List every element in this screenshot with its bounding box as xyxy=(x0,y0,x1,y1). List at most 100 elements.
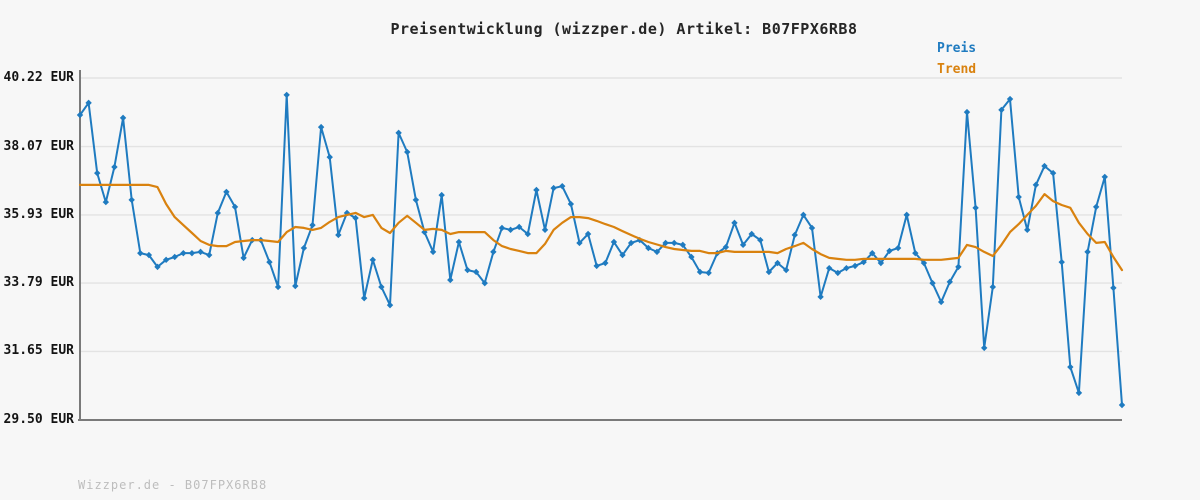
y-tick-label: 35.93 EUR xyxy=(3,207,74,222)
price-point-marker xyxy=(817,293,824,301)
price-point-marker xyxy=(688,253,695,261)
price-point-marker xyxy=(326,153,333,161)
price-point-marker xyxy=(300,244,308,252)
price-point-marker xyxy=(283,91,290,99)
price-point-marker xyxy=(1032,181,1040,189)
price-point-marker xyxy=(1058,258,1065,266)
price-point-marker xyxy=(576,239,583,247)
price-point-marker xyxy=(584,230,592,238)
legend-item-trend: Trend xyxy=(937,62,977,77)
price-point-marker xyxy=(145,251,153,259)
price-point-marker xyxy=(834,269,842,277)
price-point-marker xyxy=(369,256,376,264)
price-point-marker xyxy=(214,209,221,217)
price-point-marker xyxy=(1024,226,1031,234)
price-point-marker xyxy=(593,262,600,270)
price-point-marker xyxy=(920,259,928,267)
price-point-marker xyxy=(1075,389,1083,397)
y-tick-label: 38.07 EUR xyxy=(3,139,74,154)
preis-line xyxy=(79,93,1123,406)
price-point-marker xyxy=(972,204,979,212)
price-point-marker xyxy=(154,263,161,271)
price-point-marker xyxy=(524,230,532,238)
y-tick-label: 40.22 EUR xyxy=(3,70,74,85)
price-point-marker xyxy=(894,244,902,252)
price-point-marker xyxy=(826,264,833,272)
price-point-marker xyxy=(352,214,359,222)
price-point-marker xyxy=(998,106,1005,114)
price-point-marker xyxy=(869,249,876,257)
price-point-marker xyxy=(205,251,213,259)
price-point-marker xyxy=(610,238,618,246)
price-point-marker xyxy=(757,236,764,244)
price-point-marker xyxy=(559,182,566,190)
price-point-marker xyxy=(653,248,661,256)
price-point-marker xyxy=(1110,284,1117,292)
price-point-marker xyxy=(1041,162,1048,170)
price-point-marker xyxy=(705,269,712,277)
price-point-marker xyxy=(171,253,178,261)
price-point-marker xyxy=(515,223,523,231)
price-point-marker xyxy=(412,196,420,204)
price-point-marker xyxy=(627,239,635,247)
price-point-marker xyxy=(903,211,910,219)
price-point-marker xyxy=(395,129,402,137)
y-tick-label: 29.50 EUR xyxy=(3,412,74,427)
price-point-marker xyxy=(722,243,730,251)
price-point-marker xyxy=(292,282,299,290)
price-point-marker xyxy=(378,283,385,291)
price-point-marker xyxy=(670,239,678,247)
y-tick-label: 31.65 EUR xyxy=(3,343,74,358)
price-point-marker xyxy=(490,248,497,256)
price-point-marker xyxy=(335,231,342,239)
price-point-marker xyxy=(851,262,859,270)
price-point-marker xyxy=(774,259,781,267)
price-point-marker xyxy=(1015,193,1022,201)
price-point-marker xyxy=(274,283,282,291)
price-point-marker xyxy=(1101,173,1108,181)
price-point-marker xyxy=(386,301,394,309)
price-point-marker xyxy=(188,249,196,257)
y-axis-labels: 40.22 EUR 38.07 EUR 35.93 EUR 33.79 EUR 31.6… xyxy=(0,0,74,440)
price-point-marker xyxy=(498,224,506,232)
price-point-marker xyxy=(309,221,316,229)
price-point-marker xyxy=(85,99,92,107)
price-point-marker xyxy=(455,238,463,246)
price-point-marker xyxy=(912,249,919,257)
price-point-marker xyxy=(180,249,187,257)
price-point-marker xyxy=(567,200,575,208)
price-point-marker xyxy=(955,263,962,271)
price-point-marker xyxy=(429,248,437,256)
y-tick-label: 33.79 EUR xyxy=(3,275,74,290)
price-point-marker xyxy=(1067,363,1074,371)
price-point-marker xyxy=(981,344,988,352)
price-point-marker xyxy=(946,278,953,286)
price-point-marker xyxy=(197,248,204,256)
legend: Preis Trend xyxy=(937,38,976,80)
price-point-marker xyxy=(317,123,325,131)
price-point-marker xyxy=(481,279,488,287)
price-point-marker xyxy=(1084,248,1091,256)
price-point-marker xyxy=(877,259,885,267)
price-point-marker xyxy=(266,258,273,266)
price-point-marker xyxy=(739,241,747,249)
price-point-marker xyxy=(1006,95,1014,103)
price-point-marker xyxy=(447,276,454,284)
price-point-marker xyxy=(533,186,540,194)
price-point-marker xyxy=(240,254,247,262)
price-point-marker xyxy=(1049,169,1057,177)
price-point-marker xyxy=(119,114,127,122)
price-point-marker xyxy=(937,298,945,306)
price-point-marker xyxy=(111,163,118,171)
price-point-marker xyxy=(223,188,230,196)
price-point-marker xyxy=(360,294,368,302)
price-point-marker xyxy=(782,266,790,274)
price-point-marker xyxy=(748,230,755,238)
price-point-marker xyxy=(800,211,807,219)
price-point-marker xyxy=(472,268,480,276)
price-point-marker xyxy=(886,247,893,255)
price-point-marker xyxy=(645,244,652,252)
price-point-marker xyxy=(808,224,816,232)
price-point-marker xyxy=(94,169,101,177)
